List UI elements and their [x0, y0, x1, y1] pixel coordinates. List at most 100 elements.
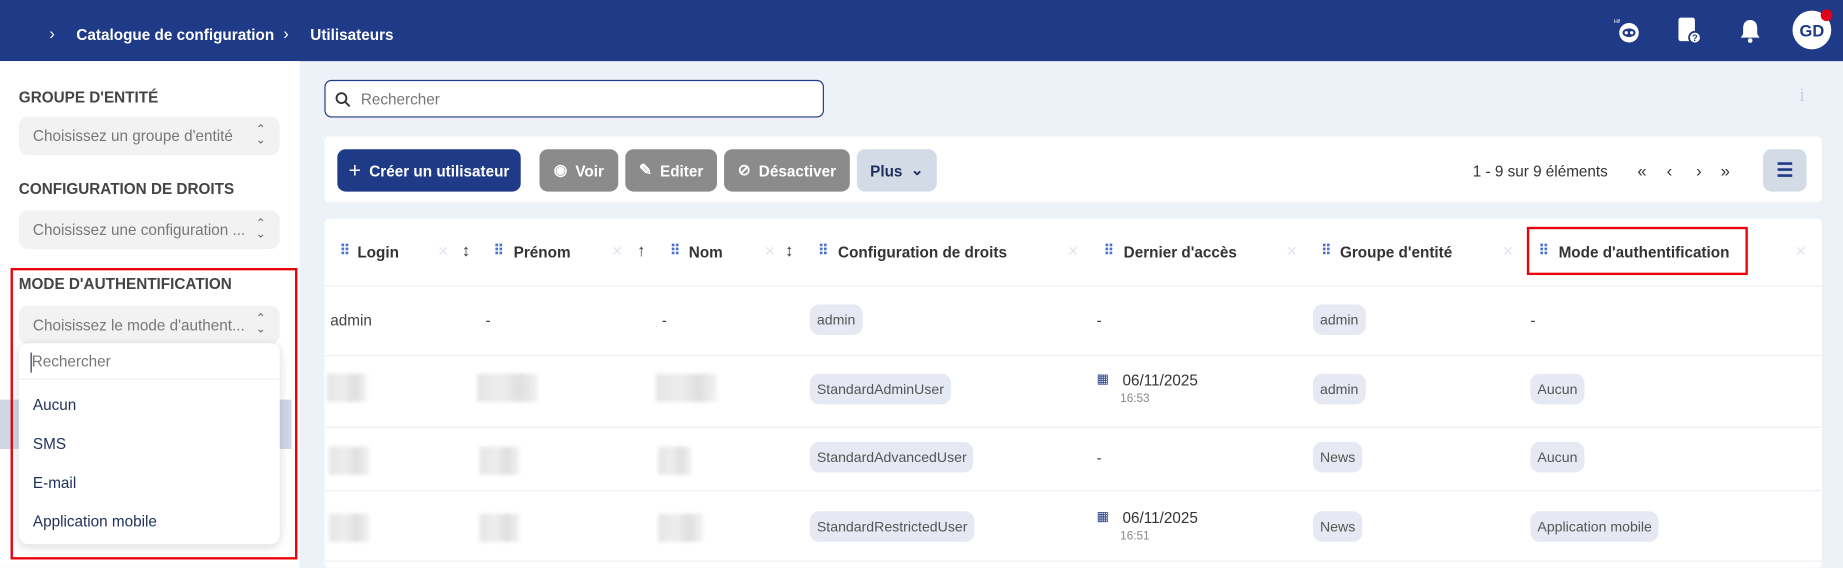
drag-handle-icon[interactable]: ⠿ [818, 242, 828, 259]
chevron-up-down-icon: ⌃ ⌄ [255, 312, 266, 337]
last-access-date: 06/11/2025 [1122, 508, 1198, 527]
col-prenom[interactable]: Prénom [513, 243, 571, 261]
prev-page-icon[interactable]: ‹ [1666, 161, 1673, 180]
redacted-login [329, 513, 370, 542]
robot-hi-icon[interactable]: Hi! [1614, 16, 1642, 44]
search-input[interactable]: Rechercher [324, 79, 824, 118]
drag-handle-icon[interactable]: ⠿ [1103, 242, 1114, 259]
drag-handle-icon[interactable]: ⠿ [1321, 242, 1331, 259]
top-bar: › Catalogue de configuration › Utilisate… [0, 0, 1843, 62]
nom-cell: - [661, 311, 667, 330]
entity-group-select[interactable]: Choisissez un groupe d'entité ⌃ ⌄ [18, 116, 280, 156]
group-chip: News [1312, 441, 1363, 473]
drag-handle-icon[interactable]: ⠿ [493, 242, 504, 259]
pagination-info: 1 - 9 sur 9 éléments [1472, 162, 1608, 180]
clear-filter-icon[interactable]: ✕ [1067, 243, 1080, 260]
edit-button[interactable]: ✎ Editer [625, 149, 717, 192]
col-auth-mode[interactable]: Mode d'authentification [1558, 243, 1730, 261]
redacted-prenom [477, 373, 539, 402]
breadcrumb-users: Utilisateurs [310, 25, 394, 44]
redacted-nom [658, 446, 692, 475]
auth-mode-chip: Application mobile [1530, 511, 1659, 542]
more-button[interactable]: Plus ⌄ [856, 149, 937, 192]
rights-config-label: CONFIGURATION DE DROITS [18, 179, 235, 198]
option-mobile-app[interactable]: Application mobile [32, 512, 157, 531]
last-access-time: 16:51 [1120, 530, 1150, 544]
clear-filter-icon[interactable]: ✕ [1285, 243, 1298, 260]
group-chip: News [1312, 511, 1363, 542]
calendar-icon: ▦ [1096, 372, 1109, 387]
col-nom[interactable]: Nom [688, 243, 723, 261]
highlight-box [1526, 226, 1748, 276]
clear-filter-icon[interactable]: ✕ [437, 243, 450, 260]
last-access-cell: - [1096, 449, 1102, 467]
chevron-right-icon: › [283, 23, 289, 43]
create-user-button[interactable]: + Créer un utilisateur [337, 149, 521, 192]
eye-icon: ◉ [553, 161, 568, 179]
search-placeholder: Rechercher [360, 90, 440, 109]
divider [18, 378, 280, 380]
edit-label: Editer [660, 161, 704, 180]
breadcrumb-catalogue[interactable]: Catalogue de configuration [76, 25, 275, 44]
create-user-label: Créer un utilisateur [369, 161, 510, 180]
last-access-date: 06/11/2025 [1122, 371, 1198, 390]
list-view-icon[interactable]: ☰ [1763, 149, 1807, 192]
col-last-access[interactable]: Dernier d'accès [1123, 243, 1237, 261]
highlight-box [10, 267, 298, 560]
row-divider [324, 285, 1822, 287]
info-icon[interactable]: i [1799, 85, 1805, 106]
col-config[interactable]: Configuration de droits [838, 243, 1007, 261]
redacted-prenom [479, 513, 520, 542]
calendar-icon: ▦ [1096, 510, 1109, 525]
row-divider [324, 490, 1822, 492]
deactivate-button[interactable]: ⊘ Désactiver [724, 149, 850, 192]
option-email[interactable]: E-mail [32, 473, 77, 492]
config-chip: StandardAdminUser [809, 373, 951, 405]
login-cell: admin [330, 311, 372, 330]
rights-config-select[interactable]: Choisissez une configuration ... ⌃ ⌄ [18, 210, 280, 250]
prenom-cell: - [485, 311, 491, 330]
sort-icon[interactable]: ↕ [461, 240, 471, 260]
chevron-up-down-icon: ⌃ ⌄ [255, 217, 266, 241]
redacted-prenom [479, 446, 520, 475]
dropdown-search-input[interactable]: Rechercher [31, 352, 111, 371]
notification-dot [1820, 9, 1833, 22]
auth-mode-select[interactable]: Choisissez le mode d'authent... ⌃ ⌄ [18, 305, 280, 345]
clear-filter-icon[interactable]: ✕ [1502, 243, 1514, 260]
clear-filter-icon[interactable]: ✕ [764, 243, 776, 260]
option-aucun[interactable]: Aucun [32, 396, 77, 414]
entity-group-label: GROUPE D'ENTITÉ [18, 88, 159, 106]
drag-handle-icon[interactable]: ⠿ [1538, 242, 1549, 259]
deactivate-label: Désactiver [758, 161, 837, 180]
rights-config-placeholder: Choisissez une configuration ... [32, 220, 246, 239]
chevron-up-down-icon: ⌃ ⌄ [255, 123, 266, 147]
view-button[interactable]: ◉ Voir [539, 149, 619, 192]
ban-icon: ⊘ [737, 161, 751, 179]
plus-icon: + [348, 158, 362, 182]
first-page-icon[interactable]: « [1637, 161, 1647, 180]
config-chip: admin [809, 304, 863, 335]
sort-icon[interactable]: ↕ [785, 240, 794, 260]
chevron-down-icon: ⌄ [910, 161, 924, 179]
col-entity-group[interactable]: Groupe d'entité [1339, 243, 1453, 261]
drag-handle-icon[interactable]: ⠿ [669, 242, 680, 259]
next-page-icon[interactable]: › [1696, 161, 1702, 180]
clear-filter-icon[interactable]: ✕ [611, 243, 624, 260]
auth-mode-dropdown: Rechercher Aucun SMS E-mail Application … [18, 343, 280, 545]
row-divider [324, 560, 1822, 562]
col-login[interactable]: Login [357, 243, 399, 261]
drag-handle-icon[interactable]: ⠿ [339, 242, 350, 259]
config-chip: StandardAdvancedUser [809, 441, 974, 473]
option-sms[interactable]: SMS [32, 434, 67, 453]
text-cursor [30, 352, 32, 373]
document-help-icon[interactable]: ? [1675, 16, 1703, 45]
bell-icon[interactable] [1736, 16, 1764, 44]
last-page-icon[interactable]: » [1720, 161, 1730, 180]
entity-group-placeholder: Choisissez un groupe d'entité [32, 126, 233, 145]
more-label: Plus [870, 161, 903, 180]
config-chip: StandardRestrictedUser [809, 511, 975, 542]
view-label: Voir [575, 161, 604, 180]
sort-asc-icon[interactable]: ↑ [637, 240, 646, 260]
redacted-nom [658, 513, 703, 542]
clear-filter-icon[interactable]: ✕ [1794, 243, 1807, 260]
